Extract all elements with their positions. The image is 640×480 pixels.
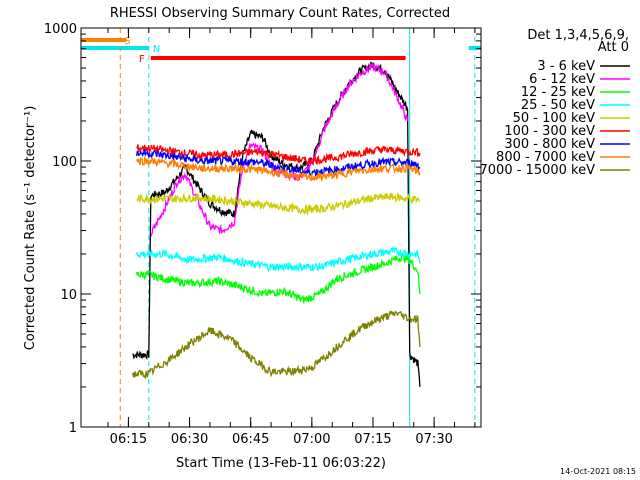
x-tick-label: 07:30 (415, 432, 452, 447)
series-lines (131, 61, 421, 388)
event-markers (119, 28, 476, 427)
legend-label: 3 - 6 keV (537, 59, 595, 74)
series-line-50-100-kev (136, 192, 420, 216)
flag-label-f: F (139, 54, 145, 65)
flag-label-s: S (124, 36, 130, 47)
y-axis: 1 10 100 1000 (44, 22, 481, 436)
y-axis-label: Corrected Count Rate (s⁻¹ detector⁻¹) (23, 106, 38, 351)
plot-frame (80, 27, 482, 428)
legend-label: 50 - 100 keV (513, 111, 596, 126)
series-line-12-25-kev (135, 253, 421, 304)
legend-header: Det 1,3,4,5,6,9, (527, 28, 629, 43)
legend-label: 800 - 7000 keV (496, 150, 595, 165)
chart-title: RHESSI Observing Summary Count Rates, Co… (110, 6, 450, 21)
legend-label: 12 - 25 keV (521, 85, 595, 100)
legend-header: Att 0 (598, 40, 629, 55)
x-tick-label: 06:30 (171, 432, 208, 447)
y-tick-label: 100 (52, 155, 77, 170)
legend-label: 7000 - 15000 keV (480, 163, 596, 178)
timestamp: 14-Oct-2021 08:15 (560, 467, 636, 476)
y-tick-label: 1 (69, 421, 77, 436)
series-line-25-50-kev (135, 246, 421, 273)
legend-label: 100 - 300 keV (504, 124, 595, 139)
x-axis: 06:15 06:30 06:45 07:00 07:15 07:30 (107, 28, 476, 447)
legend-label: 25 - 50 keV (521, 98, 595, 113)
y-tick-label: 1000 (44, 22, 77, 37)
x-tick-label: 06:15 (110, 432, 147, 447)
legend-label: 6 - 12 keV (529, 72, 595, 87)
x-tick-label: 07:00 (293, 432, 330, 447)
x-tick-label: 06:45 (232, 432, 269, 447)
x-axis-label: Start Time (13-Feb-11 06:03:22) (176, 456, 386, 471)
observing-flags: S NF (81, 36, 481, 65)
x-tick-label: 07:15 (354, 432, 391, 447)
series-line-3-6-kev (132, 61, 421, 388)
series-line-800-7000-kev (136, 155, 421, 183)
y-tick-label: 10 (60, 288, 77, 303)
series-line-300-800-kev (135, 149, 421, 177)
series-line-7000-15000-kev (131, 310, 421, 380)
flag-label-n: N (153, 44, 160, 55)
series-line-100-300-kev (136, 144, 421, 167)
legend-label: 300 - 800 keV (504, 137, 595, 152)
